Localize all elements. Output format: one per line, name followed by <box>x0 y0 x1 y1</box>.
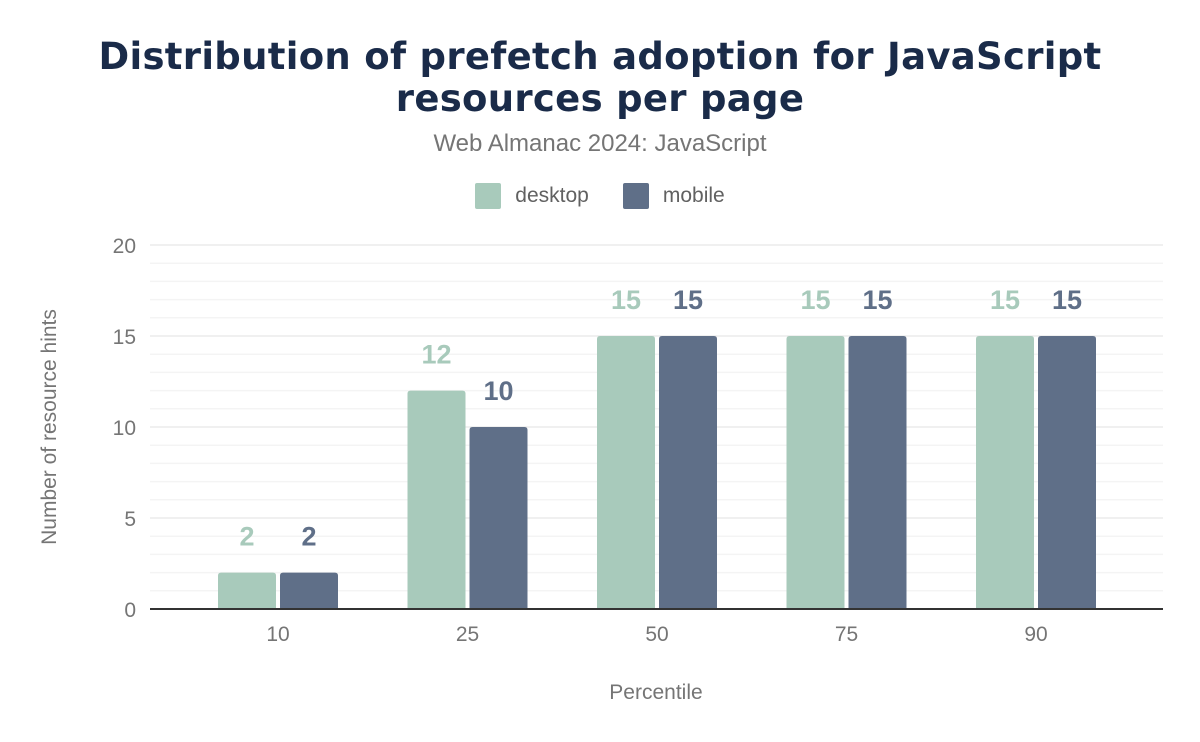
x-tick-label: 25 <box>456 623 479 646</box>
data-label-desktop: 2 <box>239 522 254 552</box>
data-label-mobile: 10 <box>483 376 513 406</box>
bar-mobile <box>659 336 717 609</box>
chart-subtitle: Web Almanac 2024: JavaScript <box>433 130 767 157</box>
y-tick-label: 0 <box>124 599 136 622</box>
data-label-mobile: 15 <box>1052 285 1082 315</box>
bar-desktop <box>786 336 845 609</box>
bar-desktop <box>976 336 1034 609</box>
bar-desktop <box>218 572 276 609</box>
bar-desktop <box>407 390 466 609</box>
y-tick-label: 20 <box>113 235 136 258</box>
bar-mobile <box>848 336 907 609</box>
y-tick-label: 15 <box>113 326 136 349</box>
data-label-mobile: 15 <box>862 285 892 315</box>
legend-swatch-desktop <box>475 183 502 209</box>
data-label-desktop: 15 <box>611 285 641 315</box>
x-tick-label: 75 <box>835 623 858 646</box>
bar-desktop <box>597 336 655 609</box>
x-tick-label: 50 <box>645 623 668 646</box>
legend: desktop mobile <box>0 183 1200 209</box>
x-tick-label: 10 <box>266 623 289 646</box>
data-label-mobile: 2 <box>301 522 316 552</box>
bar-mobile <box>1038 336 1096 609</box>
legend-swatch-mobile <box>622 183 649 209</box>
y-tick-label: 10 <box>113 417 136 440</box>
x-tick-label: 90 <box>1024 623 1047 646</box>
y-axis-title: Number of resource hints <box>38 309 61 545</box>
data-label-desktop: 15 <box>990 285 1020 315</box>
legend-label-mobile: mobile <box>662 184 725 207</box>
y-tick-label: 5 <box>124 508 136 531</box>
bar-mobile <box>469 427 528 609</box>
data-label-desktop: 15 <box>800 285 830 315</box>
data-label-mobile: 15 <box>673 285 703 315</box>
x-axis-title: Percentile <box>609 681 702 704</box>
legend-label-desktop: desktop <box>515 184 589 207</box>
chart-title: Distribution of prefetch adoption for Ja… <box>98 35 1102 120</box>
legend-item-mobile[interactable]: mobile <box>622 183 725 209</box>
bar-mobile <box>280 572 338 609</box>
data-label-desktop: 12 <box>421 340 451 370</box>
legend-item-desktop[interactable]: desktop <box>475 183 589 209</box>
